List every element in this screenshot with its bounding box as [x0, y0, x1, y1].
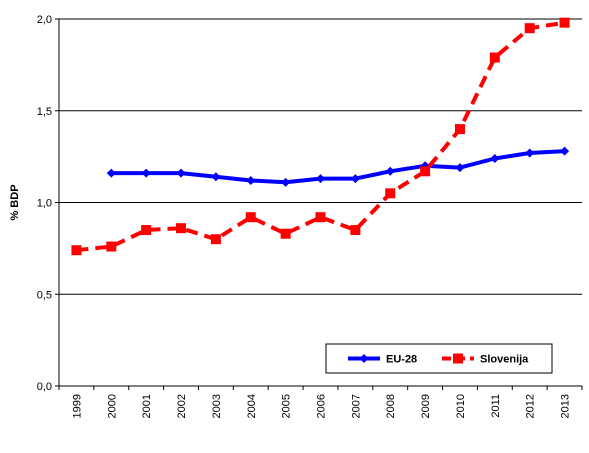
legend-swatch-marker: [359, 354, 369, 363]
data-point: [246, 175, 256, 185]
data-point: [560, 146, 570, 156]
x-tick-label: 2008: [385, 394, 397, 418]
series-line: [111, 149, 565, 185]
series-group: [71, 17, 570, 256]
data-point: [176, 168, 186, 178]
data-point: [141, 168, 151, 178]
data-point: [280, 228, 291, 239]
x-tick-label: 2005: [281, 394, 293, 418]
data-point: [490, 153, 500, 163]
data-point: [315, 212, 326, 223]
y-tick-label: 0,5: [37, 289, 52, 301]
data-point: [455, 163, 465, 173]
gridlines: [59, 18, 582, 295]
x-tick-label: 2000: [106, 394, 118, 418]
data-point: [281, 177, 291, 187]
x-tick-label: 2009: [420, 394, 432, 418]
data-point: [211, 172, 221, 182]
x-tick-label: 2002: [176, 394, 188, 418]
data-point: [316, 174, 325, 184]
x-tick-label: 2012: [525, 394, 537, 418]
data-point: [245, 212, 256, 223]
data-point: [524, 23, 535, 34]
data-point: [176, 223, 187, 234]
y-axis-ticks: 0,0 0,5 1,0 1,5 2,0: [37, 14, 59, 393]
data-point: [559, 17, 570, 28]
data-point: [210, 234, 221, 245]
data-point: [385, 188, 396, 199]
y-axis-title: % BDP: [9, 184, 21, 220]
y-tick-label: 1,0: [37, 198, 52, 210]
data-point: [350, 174, 360, 184]
x-tick-label: 1999: [71, 394, 83, 418]
data-point: [420, 166, 431, 177]
series-line: [76, 20, 565, 253]
x-tick-label: 2013: [560, 394, 572, 418]
data-point: [350, 225, 361, 236]
x-tick-label: 2004: [246, 394, 258, 418]
series-eu-28: [106, 146, 570, 187]
data-point: [385, 166, 395, 176]
data-point: [454, 124, 465, 135]
data-point: [525, 148, 535, 158]
data-point: [106, 168, 116, 178]
y-tick-label: 1,5: [37, 106, 52, 118]
x-tick-label: 2011: [490, 394, 502, 418]
legend: EU-28 Slovenija: [325, 343, 553, 374]
legend-label: EU-28: [386, 354, 417, 366]
legend-label: Slovenija: [480, 354, 529, 366]
x-tick-label: 2007: [350, 394, 362, 418]
data-point: [71, 245, 82, 256]
x-tick-label: 2003: [211, 394, 223, 418]
x-tick-label: 2001: [141, 394, 153, 418]
x-tick-label: 2006: [316, 394, 328, 418]
legend-swatch-marker: [453, 353, 463, 364]
y-tick-label: 0,0: [37, 381, 52, 393]
x-axis-ticks: 1999 2000 2001 2002 2003 2004 2005 2006 2007 2008…: [58, 386, 583, 418]
data-point: [489, 52, 500, 63]
series-slovenija: [71, 17, 570, 256]
data-point: [141, 225, 152, 236]
x-tick-label: 2010: [455, 394, 467, 418]
data-point: [106, 241, 117, 252]
y-tick-label: 2,0: [37, 14, 52, 26]
